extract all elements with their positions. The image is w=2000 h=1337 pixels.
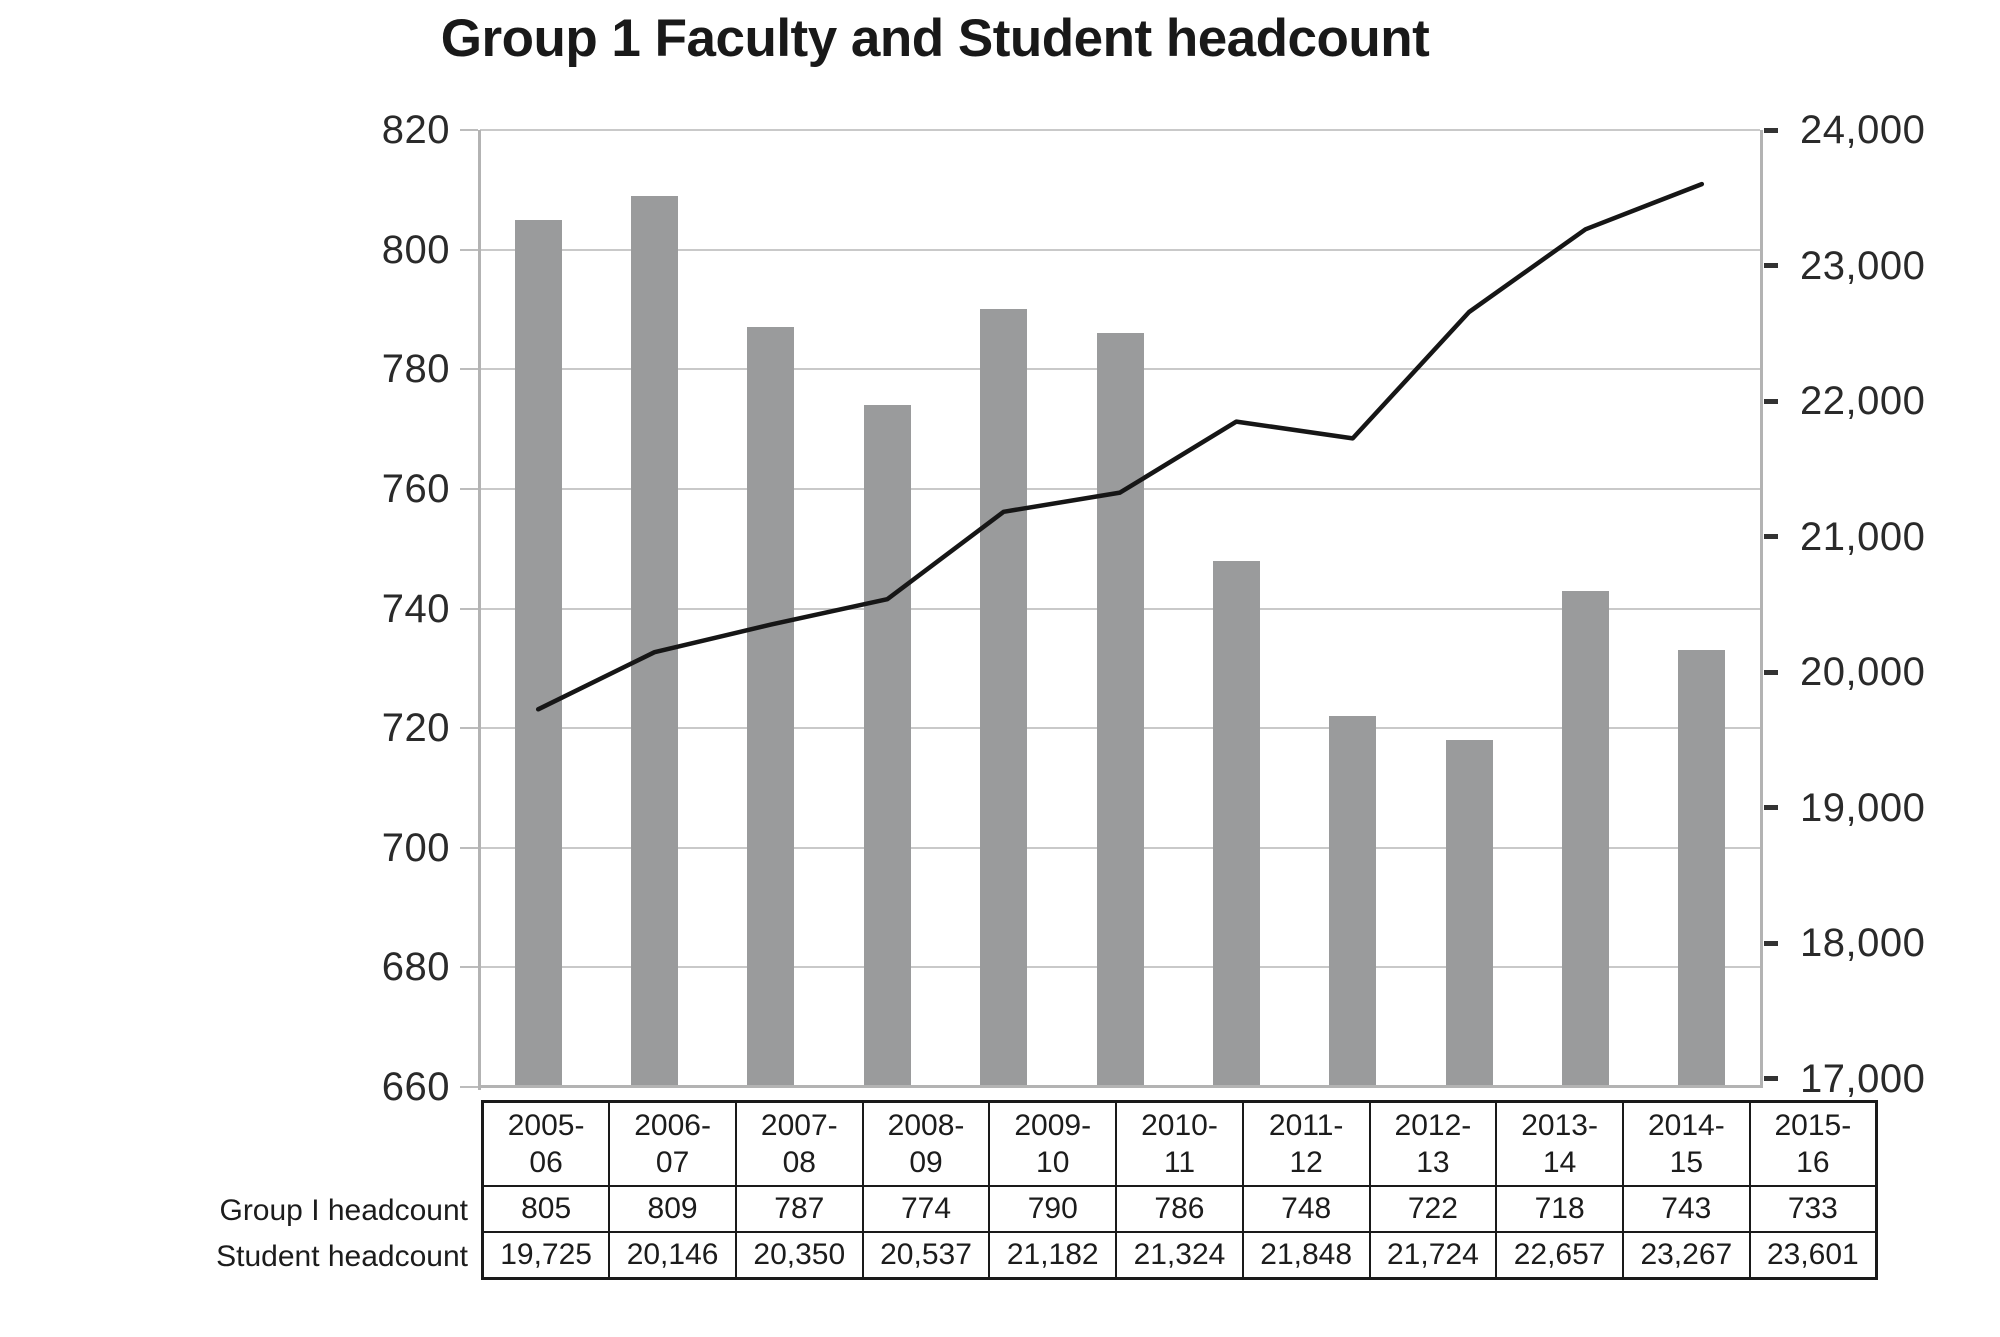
student-value-cell: 21,324: [1115, 1231, 1244, 1280]
student-row: 19,725 20,146 20,350 20,537 21,182 21,324 21,8…: [481, 1231, 1878, 1280]
year-header-cell: 2014- 15: [1621, 1100, 1751, 1187]
bar-2011-12: [1212, 560, 1260, 1087]
group1-value-cell: 805: [481, 1185, 611, 1233]
left-tick-mark: [460, 487, 478, 490]
chart-title: Group 1 Faculty and Student headcount: [440, 9, 1430, 68]
year-header-cell: 2011- 12: [1241, 1100, 1371, 1187]
right-tick-label: 20,000: [1800, 650, 1926, 694]
left-tick-label: 720: [381, 706, 450, 751]
student-value-cell: 23,601: [1748, 1231, 1878, 1280]
right-tick-label: 21,000: [1800, 514, 1926, 559]
group1-value-cell: 748: [1241, 1185, 1371, 1233]
year-header-cell: 2008- 09: [861, 1100, 991, 1187]
right-tick-mark: [1764, 127, 1778, 133]
data-table: 2005- 06 2006- 07 2007- 08 2008- 09 2009- 10 2010-…: [481, 1100, 1878, 1280]
year-header-cell: 2006- 07: [608, 1100, 737, 1187]
left-tick-label: 780: [381, 347, 450, 392]
bar-2013-14: [1445, 740, 1493, 1087]
table-header-row: 2005- 06 2006- 07 2007- 08 2008- 09 2009- 10 2010-…: [481, 1100, 1878, 1187]
group1-value-cell: 743: [1621, 1185, 1751, 1233]
right-tick-label: 17,000: [1800, 1056, 1926, 1101]
student-value-cell: 22,657: [1495, 1231, 1624, 1280]
right-tick-mark: [1764, 805, 1778, 810]
right-tick-label: 18,000: [1800, 921, 1926, 965]
right-tick-label: 22,000: [1800, 379, 1926, 423]
group1-value-cell: 790: [988, 1185, 1118, 1233]
left-tick-label: 680: [381, 945, 450, 990]
gridline: [480, 129, 1760, 131]
group1-value-cell: 774: [861, 1185, 991, 1233]
student-value-cell: 21,848: [1241, 1231, 1371, 1280]
right-tick-mark: [1764, 398, 1778, 404]
year-header-cell: 2007- 08: [734, 1100, 864, 1187]
table-row-label-group1: Group I headcount: [219, 1194, 468, 1227]
year-header-cell: 2005- 06: [481, 1100, 611, 1187]
year-header-cell: 2015- 16: [1748, 1100, 1878, 1187]
bar-2009-10: [980, 309, 1028, 1087]
left-tick-mark: [460, 727, 478, 730]
group1-value-cell: 722: [1368, 1185, 1498, 1233]
year-header-cell: 2012- 13: [1368, 1100, 1498, 1187]
right-tick-mark: [1764, 1076, 1778, 1081]
bar-2005-06: [514, 219, 562, 1087]
bar-2012-13: [1329, 716, 1377, 1087]
bottom-axis-line: [478, 1085, 1763, 1088]
left-tick-label: 700: [381, 825, 450, 870]
right-tick-label: 24,000: [1800, 108, 1926, 152]
group1-value-cell: 786: [1115, 1185, 1244, 1233]
left-tick-mark: [460, 368, 478, 371]
student-value-cell: 21,182: [988, 1231, 1118, 1280]
left-tick-mark: [460, 1086, 478, 1088]
student-value-cell: 23,267: [1621, 1231, 1751, 1280]
group1-value-cell: 787: [734, 1185, 864, 1233]
bar-2007-08: [747, 327, 795, 1087]
right-axis-line: [1760, 130, 1763, 1088]
bar-2010-11: [1096, 333, 1144, 1087]
bar-2014-15: [1561, 590, 1609, 1087]
left-tick-mark: [460, 607, 478, 610]
plot-area: [480, 129, 1760, 1087]
student-value-cell: 20,537: [861, 1231, 991, 1280]
group1-value-cell: 809: [608, 1185, 737, 1233]
left-tick-label: 740: [381, 586, 450, 631]
right-tick-mark: [1764, 669, 1778, 675]
left-tick-mark: [460, 129, 478, 131]
left-tick-mark: [460, 248, 478, 251]
group1-value-cell: 733: [1748, 1185, 1878, 1233]
student-value-cell: 20,146: [608, 1231, 737, 1280]
right-tick-mark: [1764, 940, 1778, 946]
student-value-cell: 20,350: [734, 1231, 864, 1280]
student-value-cell: 21,724: [1368, 1231, 1498, 1280]
year-header-cell: 2010- 11: [1115, 1100, 1244, 1187]
group1-value-cell: 718: [1495, 1185, 1624, 1233]
bar-2015-16: [1678, 650, 1726, 1087]
left-tick-mark: [460, 846, 478, 849]
student-value-cell: 19,725: [481, 1231, 611, 1280]
left-tick-mark: [460, 966, 478, 969]
table-row-label-student: Student headcount: [216, 1240, 468, 1273]
right-tick-mark: [1764, 534, 1778, 539]
right-tick-label: 23,000: [1800, 243, 1926, 288]
left-tick-label: 800: [381, 227, 450, 272]
left-axis-line: [478, 130, 481, 1090]
bar-2008-09: [863, 405, 911, 1087]
right-tick-mark: [1764, 263, 1778, 268]
right-tick-label: 19,000: [1800, 785, 1926, 830]
left-tick-label: 820: [381, 108, 450, 152]
left-tick-label: 760: [381, 466, 450, 511]
left-tick-label: 660: [381, 1065, 450, 1109]
year-header-cell: 2009- 10: [988, 1100, 1118, 1187]
bar-2006-07: [631, 195, 679, 1087]
group1-row: 805 809 787 774 790 786 748 722 718 743 733: [481, 1185, 1878, 1233]
year-header-cell: 2013- 14: [1495, 1100, 1624, 1187]
